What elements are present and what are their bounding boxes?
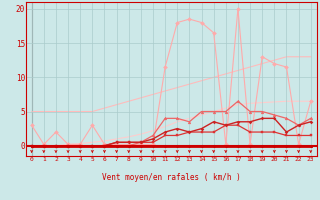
X-axis label: Vent moyen/en rafales ( km/h ): Vent moyen/en rafales ( km/h ) xyxy=(102,173,241,182)
